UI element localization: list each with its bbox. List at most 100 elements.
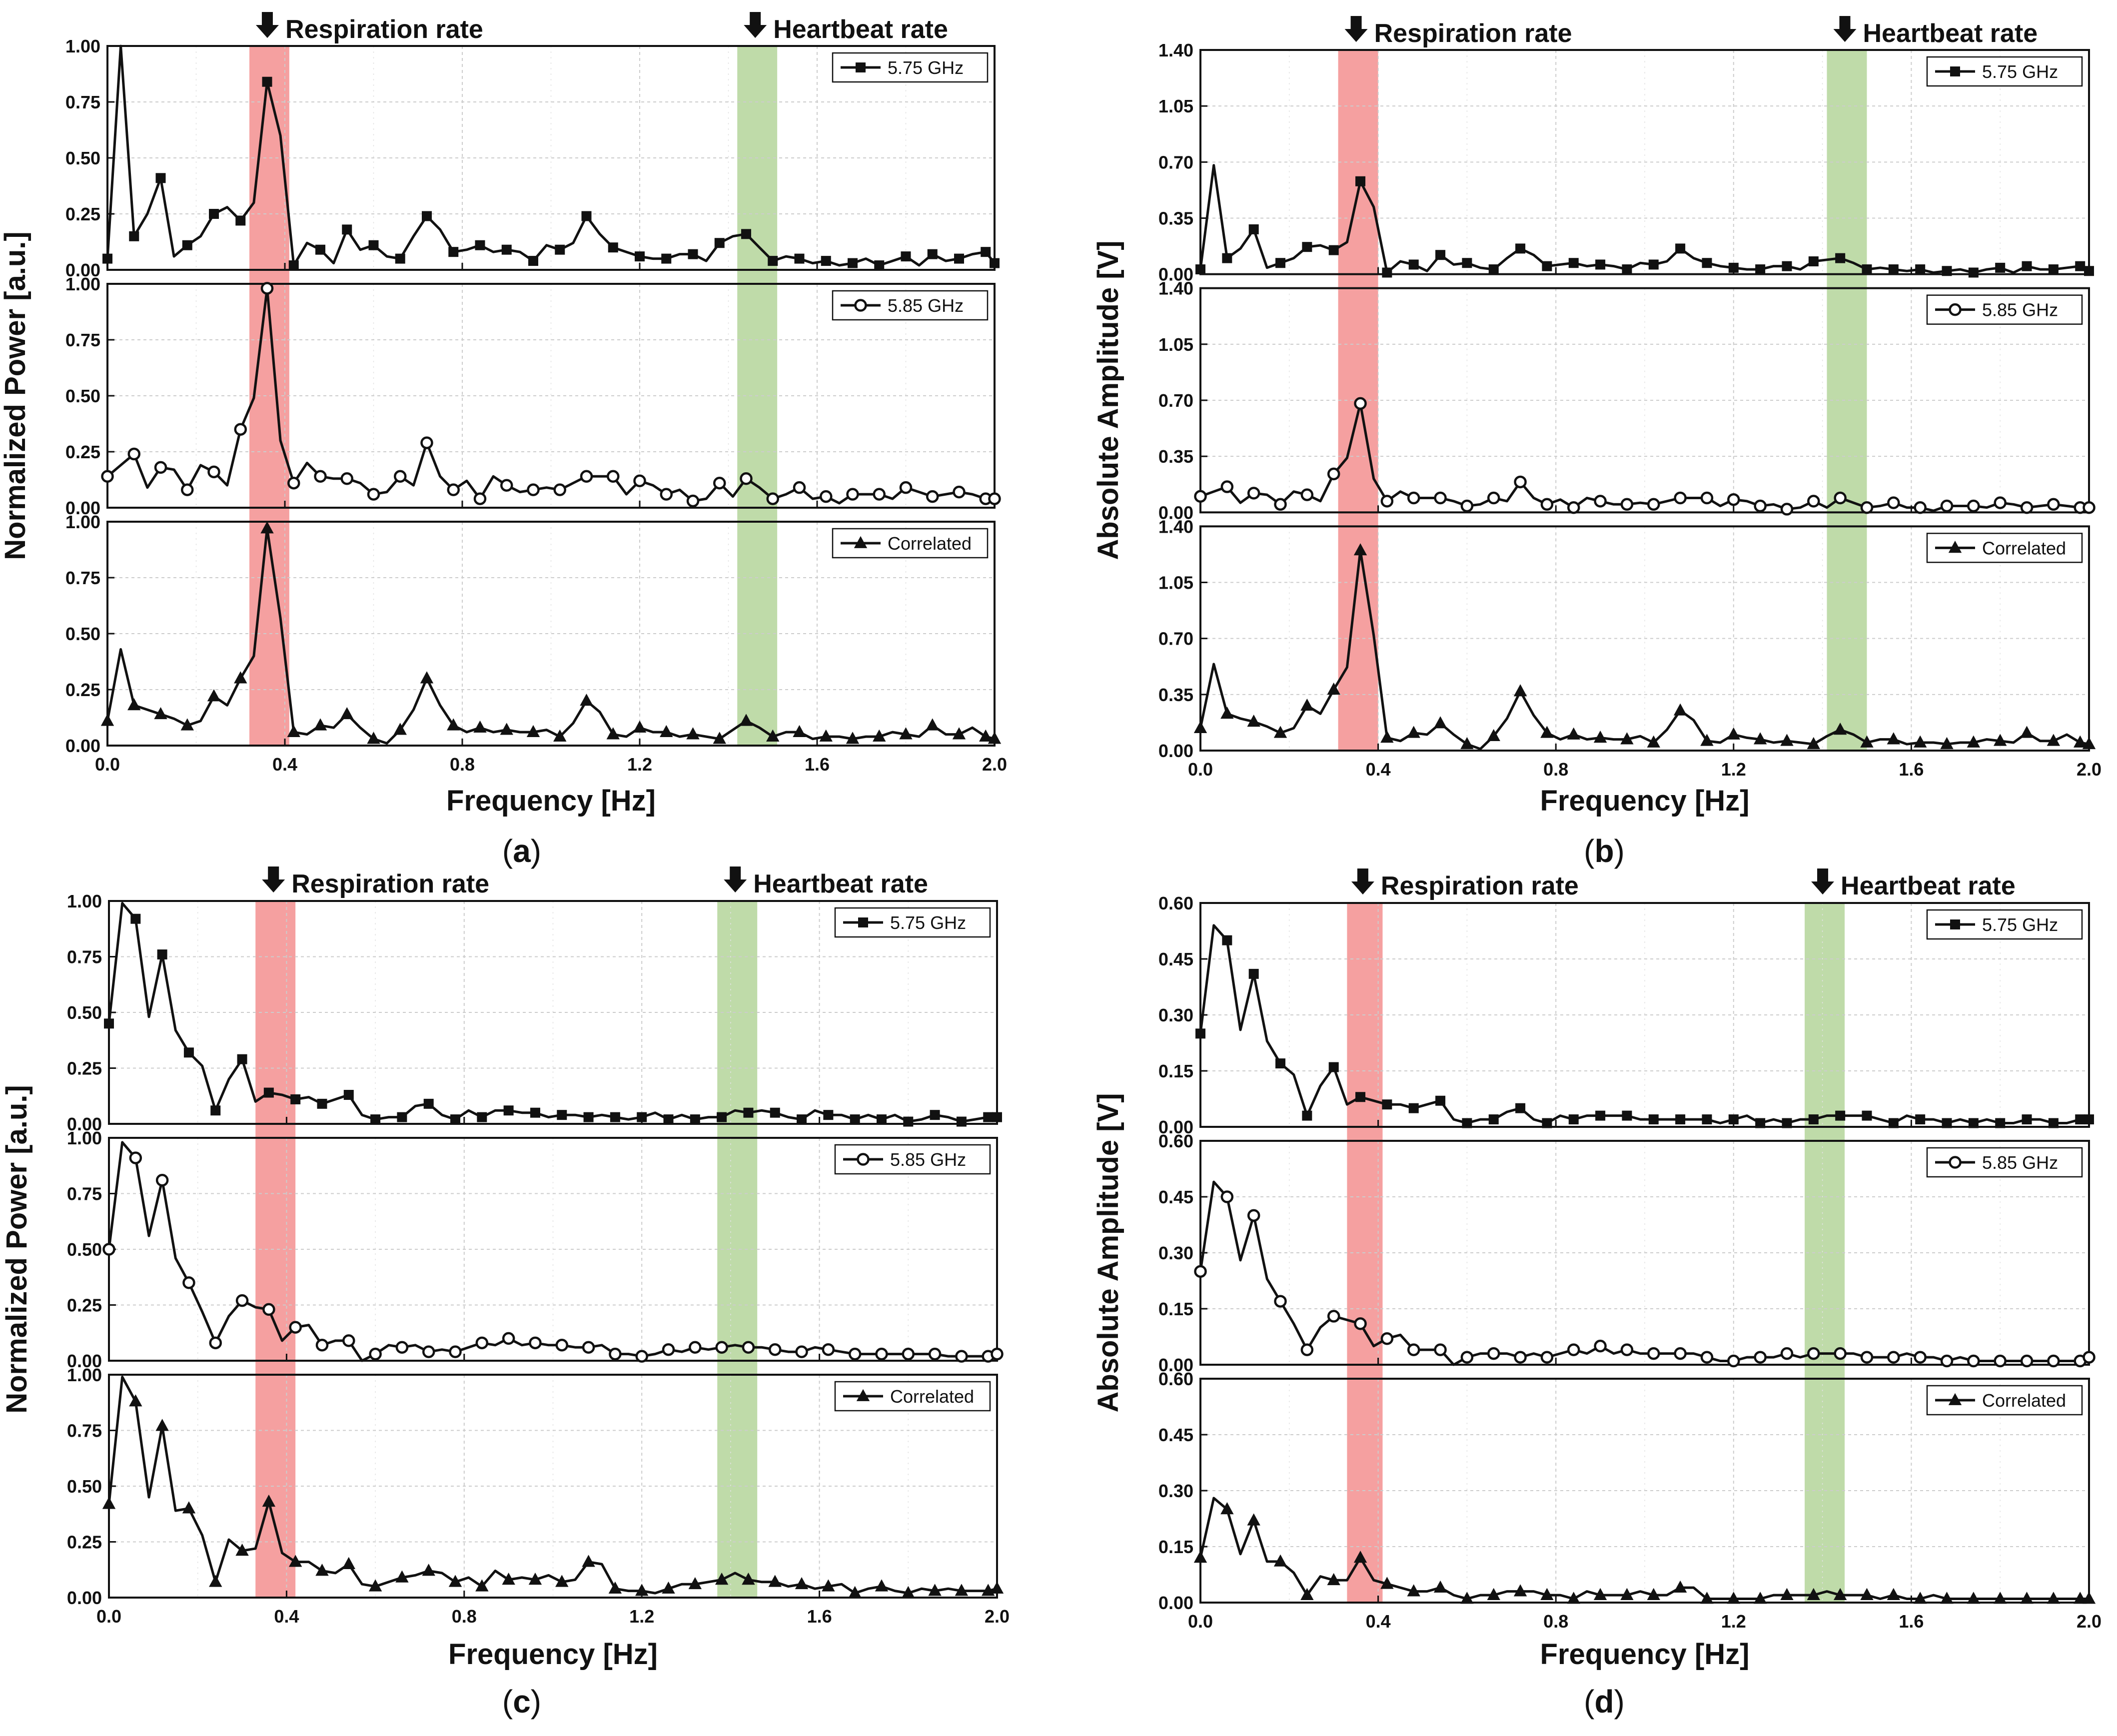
legend-marker	[858, 917, 868, 927]
data-point	[990, 258, 1000, 268]
data-point	[582, 1341, 595, 1354]
data-point	[873, 488, 886, 501]
y-tick-label: 0.50	[67, 1002, 102, 1023]
data-point	[1462, 1118, 1472, 1128]
x-tick-label: 0.8	[452, 1606, 477, 1627]
data-point	[690, 1114, 700, 1125]
data-point	[1860, 735, 1874, 748]
data-point	[875, 1579, 889, 1592]
data-point	[1568, 258, 1579, 268]
x-tick-label: 0.8	[450, 754, 475, 775]
series-line-circle	[107, 1141, 998, 1362]
data-point	[501, 244, 512, 255]
y-tick-label: 1.00	[65, 36, 100, 56]
legend: 5.75 GHz	[832, 52, 989, 83]
arrow-down-icon	[262, 867, 285, 892]
band-annotation: Heartbeat rate	[753, 869, 928, 898]
data-point	[397, 1112, 407, 1122]
y-tick-label: 0.00	[1158, 502, 1193, 523]
x-tick-label: 1.2	[1721, 1611, 1746, 1632]
data-point	[182, 240, 192, 250]
data-point	[500, 479, 513, 492]
data-point	[770, 1107, 780, 1118]
data-point	[2047, 1592, 2061, 1604]
x-tick-label: 1.2	[629, 1606, 654, 1627]
data-point	[956, 1116, 967, 1127]
legend-label: 5.85 GHz	[888, 295, 964, 316]
legend: 5.85 GHz	[834, 1144, 991, 1175]
band-annotation: Respiration rate	[291, 869, 489, 898]
data-point	[1887, 1588, 1901, 1600]
data-point	[1862, 1110, 1872, 1121]
data-point	[395, 1341, 409, 1354]
data-point	[1754, 1351, 1767, 1364]
panel-caption: (c)	[502, 1684, 541, 1720]
legend-label: 5.75 GHz	[1982, 914, 2058, 935]
data-point	[1835, 253, 1846, 263]
data-point	[1195, 264, 1205, 275]
data-point	[581, 211, 592, 221]
data-point	[2048, 264, 2059, 275]
data-point	[713, 732, 726, 744]
data-point	[688, 1577, 702, 1590]
data-point	[287, 476, 300, 490]
data-point	[1702, 1114, 1712, 1125]
y-axis-title: Normalized Power [a.u.]	[0, 231, 31, 560]
panel-a-3: 0.00 0.25 0.50 0.75 1.00 Correlated 0.0 0.4 0.8 1…	[65, 512, 1007, 775]
data-point	[1700, 1592, 1714, 1604]
data-point	[1433, 1580, 1447, 1593]
x-tick-label: 0.0	[95, 754, 120, 775]
data-point	[526, 725, 540, 738]
data-point	[528, 256, 538, 266]
data-point	[742, 1341, 755, 1354]
data-point	[1355, 1092, 1366, 1102]
data-point	[633, 474, 646, 487]
legend-marker	[856, 1389, 870, 1401]
series-markers	[101, 282, 1001, 508]
data-point	[1273, 726, 1287, 738]
data-point	[393, 723, 407, 735]
x-tick-label: 1.2	[627, 754, 652, 775]
data-point	[315, 1564, 329, 1576]
legend-label: 5.85 GHz	[890, 1149, 966, 1170]
data-point	[342, 1557, 355, 1569]
data-point	[234, 423, 247, 436]
data-point	[448, 1575, 462, 1587]
data-point	[688, 249, 698, 259]
data-point	[1302, 242, 1312, 252]
panel-c-2: 0.00 0.25 0.50 0.75 1.00 5.85 GHz	[67, 1128, 1004, 1371]
data-point	[314, 470, 327, 483]
data-point	[237, 1054, 247, 1064]
data-point	[527, 483, 540, 496]
data-point	[1220, 1190, 1234, 1203]
data-point	[714, 238, 725, 248]
data-point	[580, 694, 593, 706]
data-point	[422, 1345, 435, 1358]
data-point	[1353, 543, 1367, 556]
data-point	[660, 488, 673, 501]
data-point	[1408, 1103, 1419, 1113]
data-point	[1940, 1592, 1954, 1604]
data-point	[1513, 684, 1527, 697]
legend-marker	[856, 62, 866, 72]
data-point	[209, 1575, 222, 1587]
data-point	[1780, 503, 1794, 516]
data-point	[100, 714, 114, 726]
data-point	[580, 470, 593, 483]
data-point	[1967, 735, 1981, 748]
legend-marker	[1948, 541, 1962, 553]
y-tick-label: 0.50	[67, 1239, 102, 1260]
data-point	[1515, 243, 1526, 254]
data-point	[447, 483, 460, 496]
data-point	[930, 1110, 940, 1120]
panel-caption: (b)	[1584, 833, 1625, 869]
data-point	[313, 718, 327, 731]
data-point	[953, 485, 966, 499]
data-point	[502, 1332, 515, 1345]
series-markers	[1193, 543, 2096, 750]
x-tick-label: 0.8	[1543, 1611, 1568, 1632]
data-point	[713, 476, 726, 490]
data-point	[477, 1112, 487, 1122]
panel-b-1: 0.00 0.35 0.70 1.05 1.40 5.75 GHz	[1158, 40, 2094, 285]
caption-close: )	[1614, 1684, 1625, 1720]
